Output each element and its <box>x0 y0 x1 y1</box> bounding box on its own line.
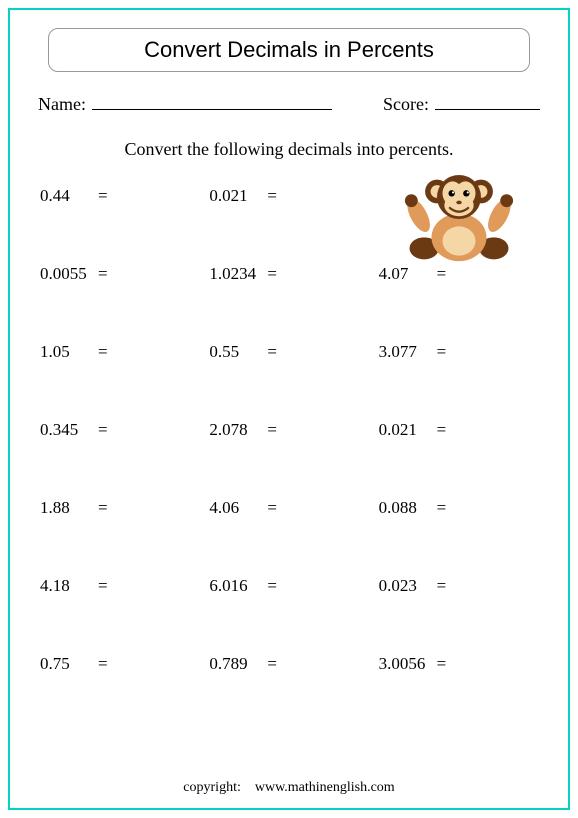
equals-sign: = <box>98 420 108 440</box>
decimal-value: 1.0234 <box>209 264 267 284</box>
equals-sign: = <box>98 186 108 206</box>
equals-sign: = <box>437 420 447 440</box>
decimal-value: 1.05 <box>40 342 98 362</box>
decimal-value: 0.75 <box>40 654 98 674</box>
problem-cell: 2.078= <box>209 420 368 440</box>
problem-cell: 1.88= <box>40 498 199 518</box>
decimal-value: 0.44 <box>40 186 98 206</box>
name-label: Name: <box>38 94 86 115</box>
decimal-value: 4.06 <box>209 498 267 518</box>
decimal-value: 0.789 <box>209 654 267 674</box>
equals-sign: = <box>267 342 277 362</box>
problem-cell: 0.44= <box>40 186 199 206</box>
problem-grid: 0.44=0.021= 0.0055=1.0234=4.07=1.05=0.55… <box>38 186 540 674</box>
equals-sign: = <box>98 654 108 674</box>
footer: copyright: www.mathinenglish.com <box>8 780 570 796</box>
equals-sign: = <box>98 576 108 596</box>
equals-sign: = <box>267 654 277 674</box>
equals-sign: = <box>267 576 277 596</box>
equals-sign: = <box>437 576 447 596</box>
equals-sign: = <box>267 498 277 518</box>
problem-cell: 4.18= <box>40 576 199 596</box>
decimal-value: 3.077 <box>379 342 437 362</box>
equals-sign: = <box>437 654 447 674</box>
problem-cell: 0.088= <box>379 498 538 518</box>
page-title: Convert Decimals in Percents <box>144 37 434 62</box>
problem-cell: 1.0234= <box>209 264 368 284</box>
equals-sign: = <box>437 498 447 518</box>
problem-cell: 4.06= <box>209 498 368 518</box>
decimal-value: 0.55 <box>209 342 267 362</box>
footer-url: www.mathinenglish.com <box>255 780 395 795</box>
decimal-value: 3.0056 <box>379 654 437 674</box>
name-input-line[interactable] <box>92 90 332 110</box>
equals-sign: = <box>267 186 277 206</box>
decimal-value: 0.088 <box>379 498 437 518</box>
decimal-value: 2.078 <box>209 420 267 440</box>
problem-cell: 0.021= <box>379 420 538 440</box>
decimal-value: 0.021 <box>379 420 437 440</box>
problem-cell: 0.0055= <box>40 264 199 284</box>
decimal-value: 1.88 <box>40 498 98 518</box>
problem-cell: 6.016= <box>209 576 368 596</box>
footer-copyright: copyright: <box>183 780 241 795</box>
problem-cell: 0.55= <box>209 342 368 362</box>
equals-sign: = <box>267 264 277 284</box>
equals-sign: = <box>98 498 108 518</box>
problem-cell: 0.345= <box>40 420 199 440</box>
decimal-value: 4.18 <box>40 576 98 596</box>
score-label: Score: <box>383 94 429 115</box>
problem-cell: 0.75= <box>40 654 199 674</box>
worksheet-content: Convert Decimals in Percents Name: Score… <box>8 8 570 810</box>
problem-cell: 3.077= <box>379 342 538 362</box>
decimal-value: 0.021 <box>209 186 267 206</box>
decoration-cell <box>379 186 538 206</box>
monkey-icon <box>404 164 514 274</box>
score-input-line[interactable] <box>435 90 540 110</box>
equals-sign: = <box>98 264 108 284</box>
name-score-row: Name: Score: <box>38 90 540 115</box>
problem-cell: 0.789= <box>209 654 368 674</box>
decimal-value: 0.0055 <box>40 264 98 284</box>
problem-cell: 0.023= <box>379 576 538 596</box>
equals-sign: = <box>267 420 277 440</box>
equals-sign: = <box>437 342 447 362</box>
title-box: Convert Decimals in Percents <box>48 28 530 72</box>
decimal-value: 6.016 <box>209 576 267 596</box>
problem-cell: 3.0056= <box>379 654 538 674</box>
decimal-value: 0.345 <box>40 420 98 440</box>
problem-cell: 1.05= <box>40 342 199 362</box>
equals-sign: = <box>98 342 108 362</box>
instruction-text: Convert the following decimals into perc… <box>38 139 540 160</box>
decimal-value: 0.023 <box>379 576 437 596</box>
problem-cell: 0.021= <box>209 186 368 206</box>
